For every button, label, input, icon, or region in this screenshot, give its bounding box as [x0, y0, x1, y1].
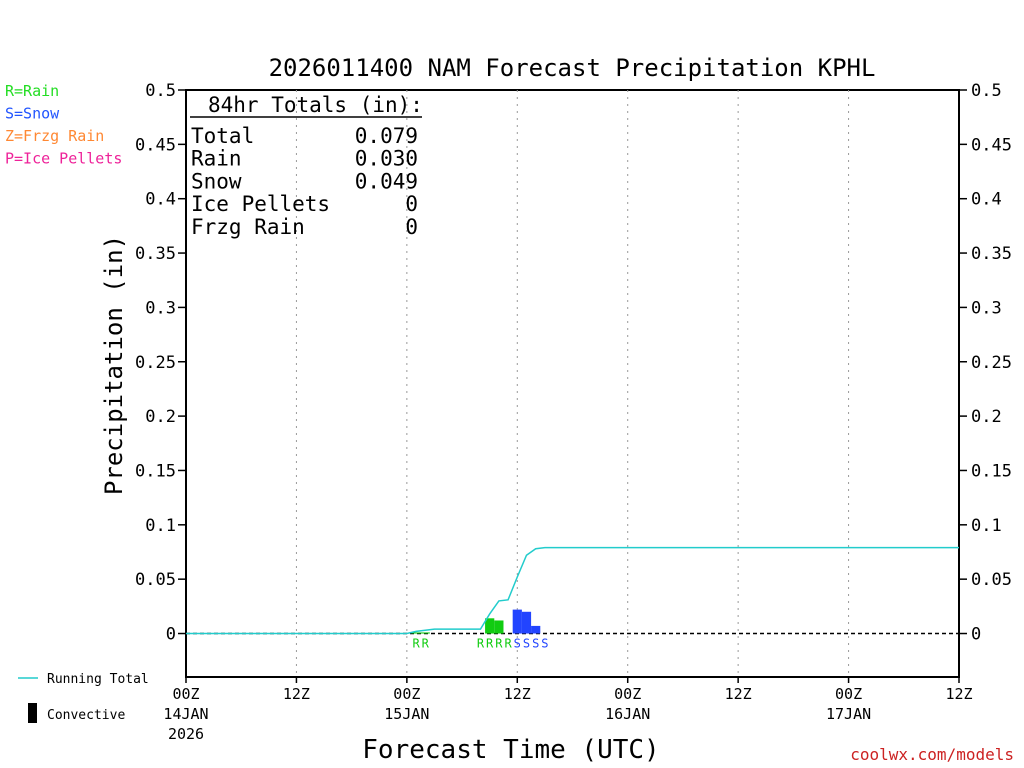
totals-row-name: Rain: [191, 147, 242, 171]
x-tick-time-label: 00Z: [835, 685, 862, 703]
legend-item-p: P=Ice Pellets: [5, 150, 122, 168]
x-tick-year-label: 2026: [168, 725, 204, 743]
y-tick-label-right: 0.5: [971, 81, 1002, 101]
bar-rain-3: [494, 620, 504, 634]
bar-rain-1: [420, 632, 430, 634]
chart-title: 2026011400 NAM Forecast Precipitation KP…: [269, 54, 876, 82]
bar-snow-2: [531, 625, 541, 634]
totals-row-value: 0: [405, 215, 418, 239]
y-tick-label-left: 0.3: [145, 298, 176, 318]
y-tick-label-left: 0.45: [135, 135, 176, 155]
totals-row-name: Total: [191, 124, 254, 148]
line-legend: Running Total Convective: [18, 672, 149, 723]
ptype-legend: R=Rain S=Snow Z=Frzg Rain P=Ice Pellets: [5, 82, 122, 168]
plot-area: [185, 89, 960, 678]
ptype-letter: R: [486, 637, 494, 651]
y-tick-label-left: 0.5: [145, 81, 176, 101]
totals-row-name: Snow: [191, 169, 242, 193]
precip-bars: [411, 609, 541, 634]
x-tick-date-label: 17JAN: [826, 705, 871, 723]
ptype-letter: S: [541, 637, 548, 651]
totals-row-value: 0.079: [355, 124, 418, 148]
ptype-letter: R: [477, 637, 485, 651]
x-tick-time-label: 12Z: [945, 685, 972, 703]
totals-box: 84hr Totals (in): Total 0.079 Rain 0.030 Snow…: [190, 93, 423, 239]
y-tick-label-left: 0.05: [135, 570, 176, 590]
ptype-letter: S: [532, 637, 539, 651]
y-tick-label-right: 0.4: [971, 190, 1002, 210]
x-tick-time-label: 12Z: [283, 685, 310, 703]
y-tick-label-right: 0.2: [971, 407, 1002, 427]
y-tick-label-left: 0: [166, 625, 176, 645]
totals-row-value: 0: [405, 192, 418, 216]
ptype-letter: R: [412, 637, 420, 651]
ptype-letter: S: [523, 637, 530, 651]
y-tick-label-right: 0: [971, 625, 981, 645]
x-tick-date-label: 15JAN: [384, 705, 429, 723]
y-axis-label: Precipitation (in): [100, 235, 128, 495]
y-tick-label-left: 0.15: [135, 461, 176, 481]
y-tick-label-right: 0.15: [971, 461, 1012, 481]
ptype-letter: R: [495, 637, 503, 651]
bar-rain-0: [411, 632, 421, 634]
totals-row-name: Ice Pellets: [191, 192, 330, 216]
bar-snow-0: [512, 609, 522, 634]
y-tick-label-right: 0.3: [971, 298, 1002, 318]
y-axis-left: 0 0.05 0.1 0.15 0.2 0.25 0.3 0.35 0.4 0.45 0.5: [135, 81, 186, 645]
y-tick-label-right: 0.35: [971, 244, 1012, 264]
x-tick-date-label: 16JAN: [605, 705, 650, 723]
y-tick-label-left: 0.35: [135, 244, 176, 264]
y-tick-label-right: 0.25: [971, 353, 1012, 373]
totals-row-value: 0.049: [355, 169, 418, 193]
running-total-line: [186, 546, 959, 635]
y-tick-label-right: 0.05: [971, 570, 1012, 590]
x-axis: 00Z 14JAN 2026 12Z 00Z 15JAN 12Z 00Z 16JAN 12Z 00Z…: [163, 677, 973, 743]
x-axis-label: Forecast Time (UTC): [362, 735, 659, 765]
ptype-letter: R: [504, 637, 512, 651]
credit-text: coolwx.com/models: [850, 745, 1014, 764]
x-tick-date-label: 14JAN: [163, 705, 208, 723]
ptype-letter: S: [514, 637, 521, 651]
x-tick-time-label: 12Z: [725, 685, 752, 703]
y-tick-label-left: 0.1: [145, 516, 176, 536]
x-tick-time-label: 00Z: [614, 685, 641, 703]
y-axis-right: 0 0.05 0.1 0.15 0.2 0.25 0.3 0.35 0.4 0.45 0.5: [959, 81, 1012, 645]
ptype-letter: R: [422, 637, 430, 651]
legend-label: Convective: [47, 708, 125, 723]
legend-label: Running Total: [47, 672, 149, 687]
totals-heading: 84hr Totals (in):: [208, 93, 423, 117]
bar-rain-2: [485, 618, 495, 634]
x-tick-time-label: 00Z: [172, 685, 199, 703]
x-tick-time-label: 00Z: [393, 685, 420, 703]
y-tick-label-left: 0.4: [145, 190, 176, 210]
y-tick-label-right: 0.45: [971, 135, 1012, 155]
y-tick-label-right: 0.1: [971, 516, 1002, 536]
bar-snow-1: [521, 611, 532, 634]
y-tick-label-left: 0.2: [145, 407, 176, 427]
legend-item-r: R=Rain: [5, 82, 59, 100]
legend-item-z: Z=Frzg Rain: [5, 127, 104, 145]
running-total-polyline: [186, 546, 959, 635]
x-tick-time-label: 12Z: [504, 685, 531, 703]
convective-legend-swatch: [28, 703, 37, 723]
totals-row-value: 0.030: [355, 147, 418, 171]
totals-row-name: Frzg Rain: [191, 215, 305, 239]
y-tick-label-left: 0.25: [135, 353, 176, 373]
legend-item-s: S=Snow: [5, 105, 60, 123]
